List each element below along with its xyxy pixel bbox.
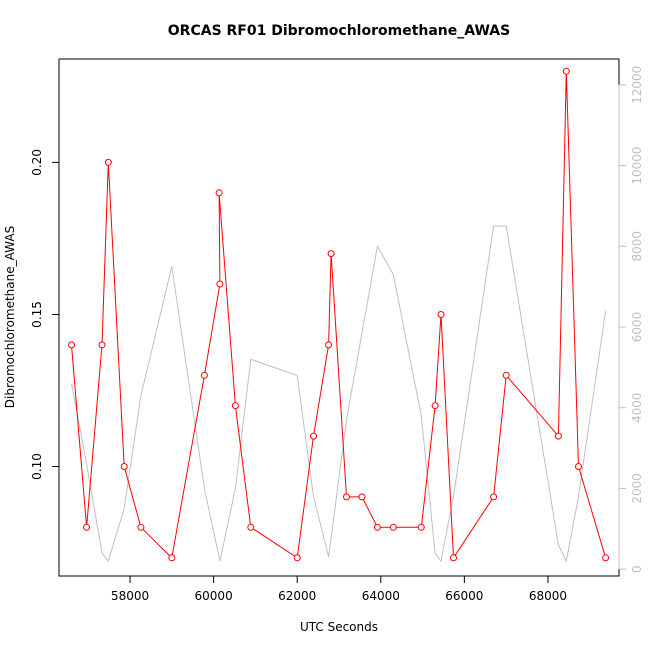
data-point [104,158,112,166]
x-tick-label: 64000 [362,589,400,603]
data-point [562,67,570,75]
y2-tick-label: 6000 [630,312,644,343]
data-point [502,371,510,379]
series-layer [68,67,610,563]
data-point [120,463,128,470]
data-point [310,432,317,440]
y2-tick-label: 4000 [630,392,644,423]
y2-tick-label: 8000 [630,231,644,262]
data-point [325,341,333,349]
data-point [373,523,381,531]
x-axis: 58000 60000 62000 64000 66000 68000 [111,575,567,603]
data-point [575,463,582,470]
x-tick-label: 60000 [195,589,233,603]
data-point [168,554,176,562]
x-tick-label: 62000 [278,589,316,603]
data-point [602,554,610,562]
data-point [554,432,562,440]
y-tick-label: 0.20 [30,149,44,176]
x-tick-label: 68000 [529,589,567,603]
data-point [98,341,106,349]
data-point [215,189,223,197]
y2-tick-label: 2000 [630,473,644,504]
y2-tick-label: 12000 [630,66,644,104]
data-point [137,523,145,531]
data-point [417,523,425,531]
data-point [200,371,208,379]
chart-title: ORCAS RF01 Dibromochloromethane_AWAS [168,23,510,39]
y2-tick-label: 10000 [630,146,644,184]
y2-tick-label: 0 [630,565,644,573]
data-point [327,250,335,258]
series-line-right-axis [71,225,607,563]
y-tick-label: 0.15 [30,301,44,328]
data-point [247,523,255,531]
x-tick-label: 66000 [445,589,483,603]
data-point [231,402,239,410]
y-axis: 0.10 0.15 0.20 [30,149,60,480]
data-point [343,493,350,501]
data-point [450,554,457,562]
y2-axis-right: 0 2000 4000 6000 8000 10000 12000 [618,66,644,573]
data-point [431,402,439,410]
plot-frame [58,58,620,577]
data-point [490,493,498,501]
data-point [358,493,366,501]
data-point [437,311,445,318]
y-axis-label: Dibromochloromethane_AWAS [3,226,17,408]
y-tick-label: 0.10 [30,453,44,480]
data-point [83,523,91,531]
data-point [293,554,301,562]
data-point [216,280,224,288]
data-point [389,523,397,531]
x-axis-label: UTC Seconds [300,620,378,634]
x-tick-label: 58000 [111,589,149,603]
data-point [68,341,75,349]
series-line-left-axis [71,71,607,560]
